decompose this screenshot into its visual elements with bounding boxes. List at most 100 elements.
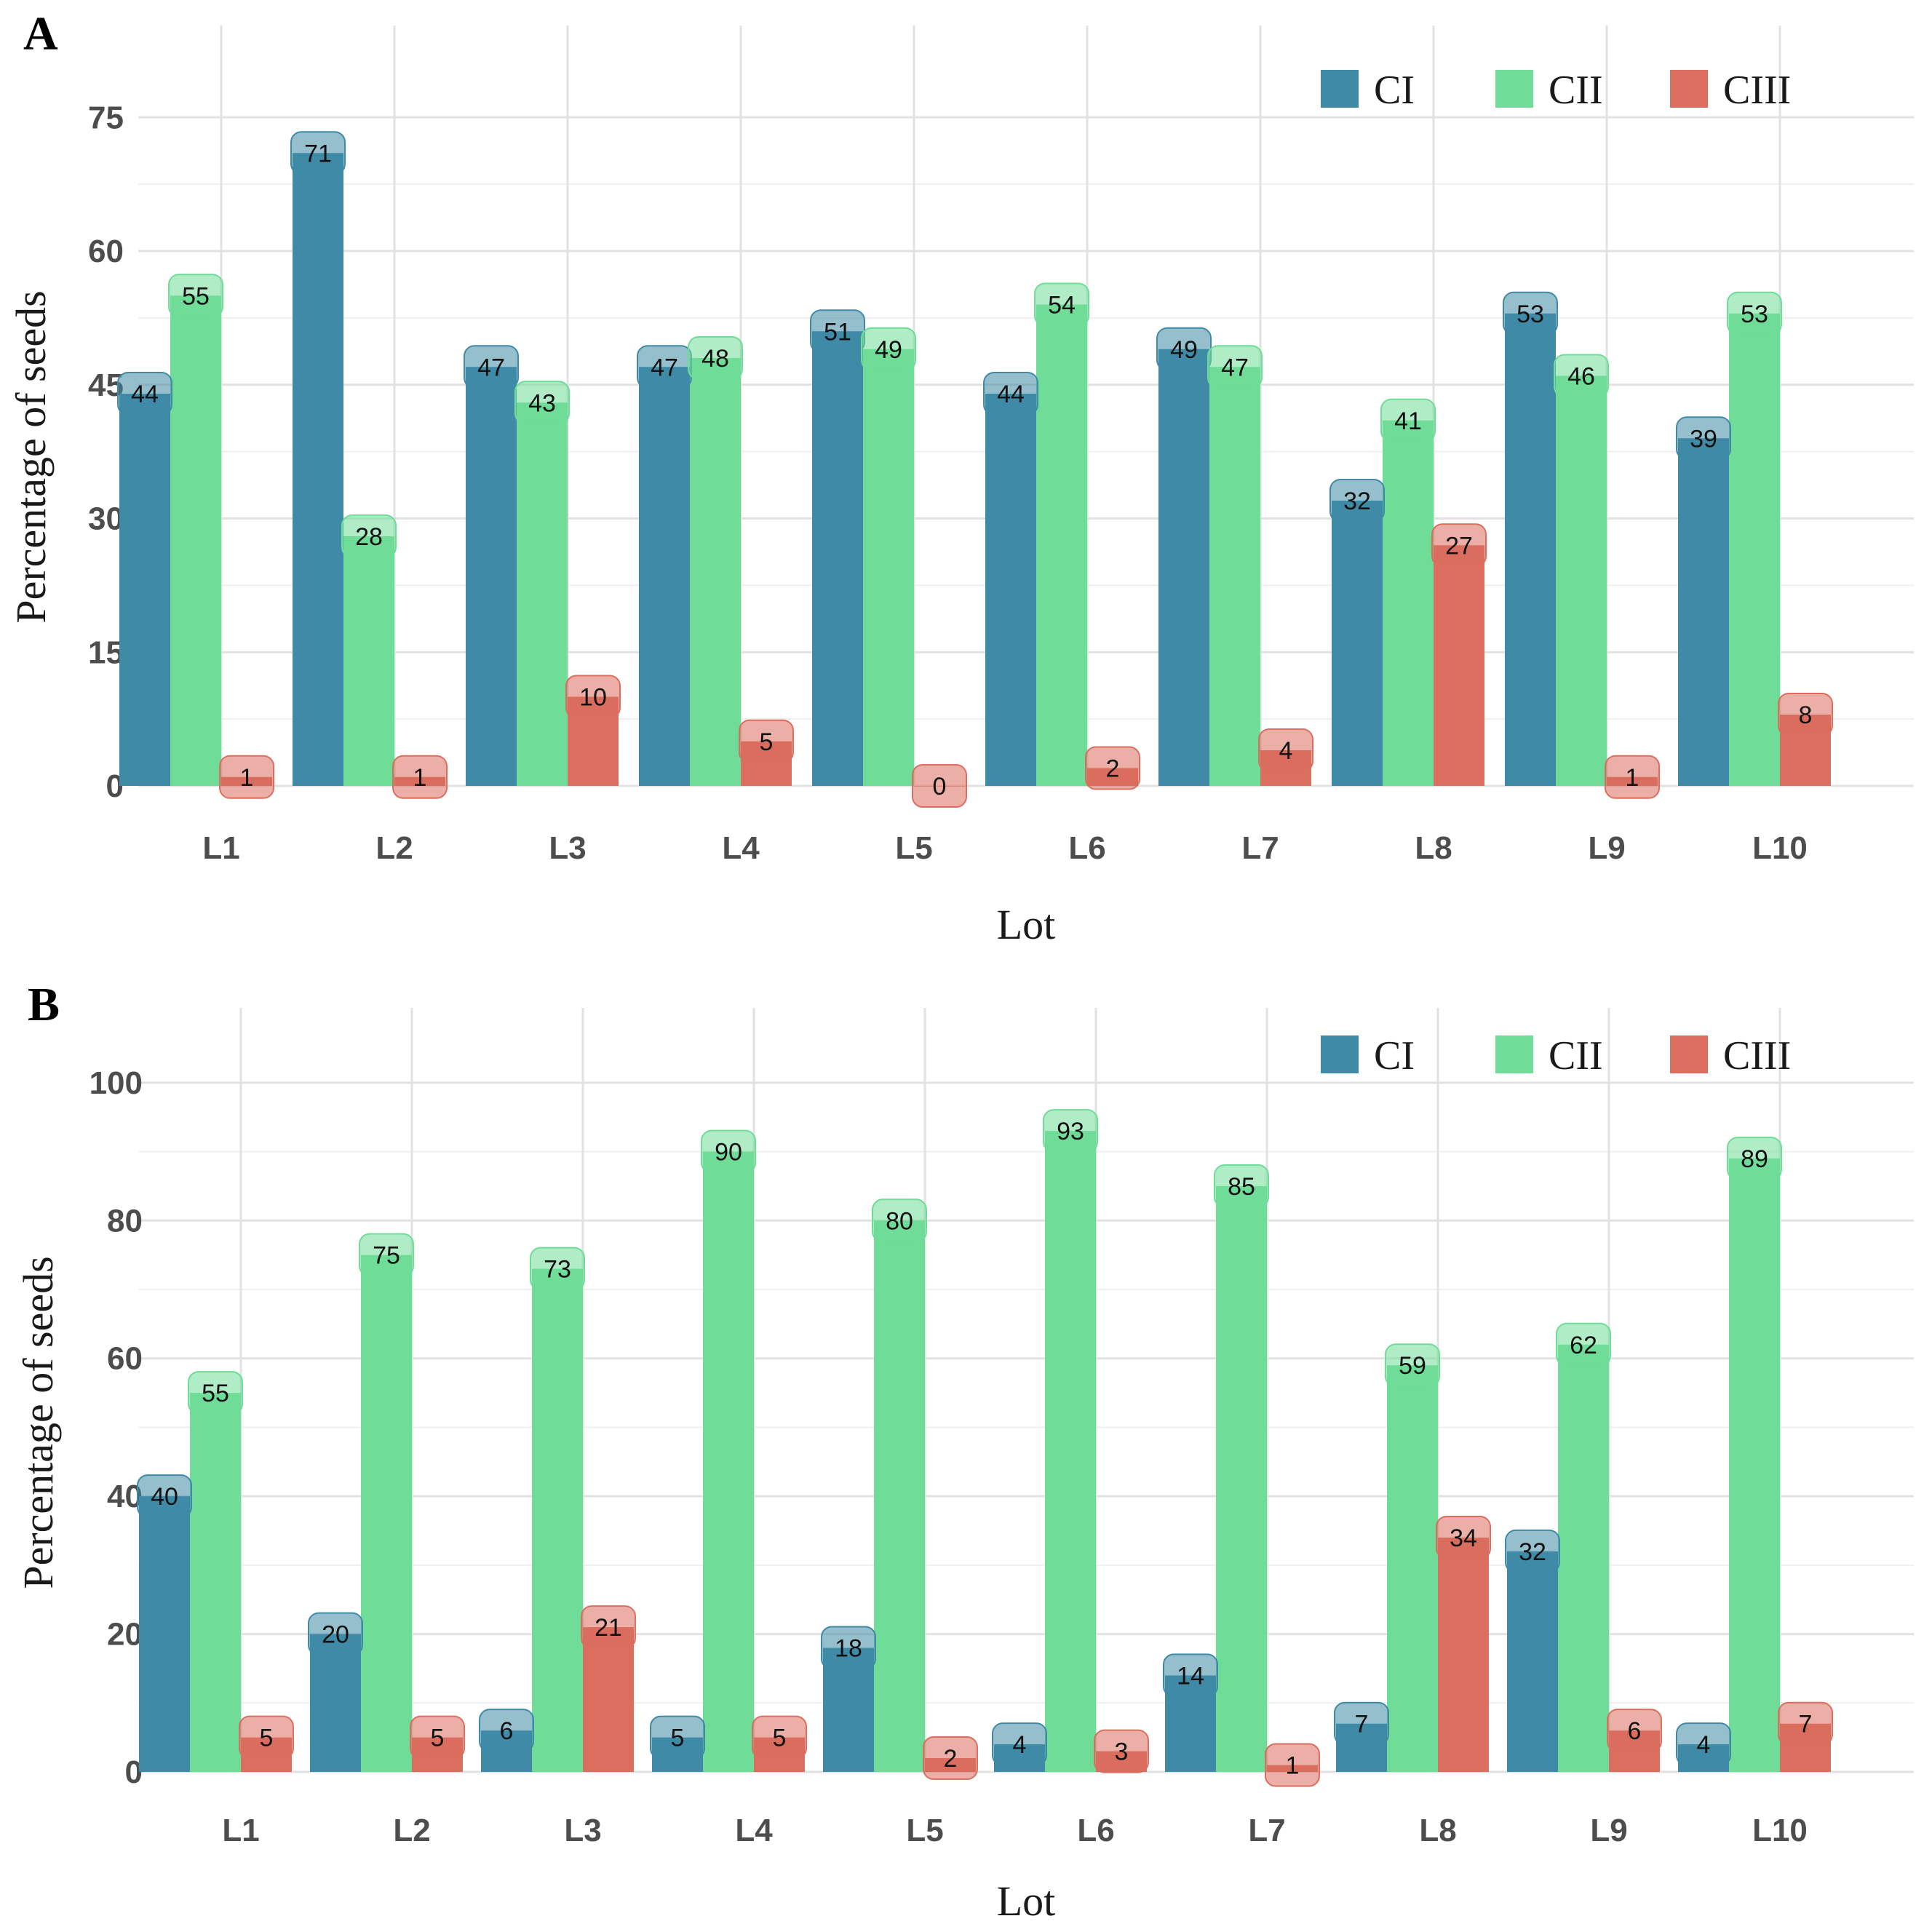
bar-ci [139,1496,190,1772]
bar-ci [812,331,863,786]
x-tick-label: L7 [1248,1813,1285,1848]
data-label: 4 [1279,737,1293,765]
data-label-box [1605,755,1660,799]
bar-cii [1387,1365,1438,1772]
data-label-box [479,1709,534,1753]
data-label: 73 [544,1256,571,1284]
legend-swatch-ci [1321,70,1359,108]
data-label-box [1554,354,1609,398]
x-tick-label: L3 [564,1813,601,1848]
data-label-box [168,274,223,318]
bar-cii [170,295,221,786]
x-tick-label: L8 [1415,830,1452,866]
x-tick-label: L10 [1752,830,1808,866]
bar-ciii [1438,1537,1489,1772]
x-tick-label: L8 [1419,1813,1456,1848]
data-label-box [239,1715,294,1760]
bar-cii [863,349,914,786]
data-label: 3 [1115,1738,1129,1766]
bar-cii [1045,1131,1096,1772]
bar-ci [1505,313,1556,786]
data-label: 39 [1690,425,1717,453]
data-label-box [1556,1322,1611,1367]
data-label: 59 [1399,1352,1426,1380]
data-label: 55 [182,282,210,310]
data-label: 8 [1799,701,1813,729]
bar-ci [466,367,517,786]
data-label-box [1385,1343,1440,1388]
data-label: 75 [373,1242,400,1270]
data-label-box [1431,523,1487,568]
data-label: 49 [875,336,902,364]
data-label: 47 [651,354,678,381]
x-tick-label: L9 [1590,1813,1627,1848]
data-label: 1 [413,764,427,792]
bar-ciii [1434,545,1484,786]
x-tick-label: L1 [222,1813,259,1848]
bar-ci [310,1634,361,1772]
x-tick-label: L6 [1077,1813,1114,1848]
bar-cii [1729,1158,1780,1772]
bar-ci [293,153,343,786]
y-tick-label: 80 [107,1203,143,1239]
x-tick-label: L3 [549,830,586,866]
data-label: 5 [773,1725,787,1752]
bar-ci [985,394,1036,786]
x-tick-label: L4 [735,1813,773,1848]
data-label-box [530,1247,585,1291]
data-label: 18 [835,1635,862,1663]
data-label: 49 [1170,336,1198,364]
y-tick-label: 60 [107,1341,143,1377]
data-label-box [581,1605,636,1650]
data-label-box [1676,416,1731,461]
data-label: 41 [1394,408,1422,435]
bar-cii [703,1151,754,1772]
data-label: 4 [1013,1731,1027,1759]
data-label: 4 [1697,1731,1711,1759]
data-label-box [650,1715,705,1760]
x-tick-label: L7 [1241,830,1279,866]
data-label: 5 [760,728,774,756]
bar-cii [361,1255,412,1772]
data-label-box [1380,398,1436,442]
bar-ci [1678,438,1729,786]
data-label: 51 [824,318,851,346]
data-label-box [1207,345,1263,389]
bar-cii [1556,375,1607,786]
legend-label: CIII [1723,1033,1791,1078]
data-label: 10 [579,684,607,712]
data-label-box [514,381,570,425]
y-tick-label: 100 [90,1065,143,1101]
y-tick-label: 20 [107,1617,143,1653]
bar-cii [1729,313,1780,786]
data-label: 34 [1450,1524,1477,1552]
data-label-box [752,1715,807,1760]
legend-label: CIII [1723,68,1791,113]
data-label-box [912,764,967,808]
bar-cii [690,358,741,786]
data-label-box [219,755,274,799]
y-tick-label: 30 [88,501,124,537]
data-label-box [983,372,1038,416]
x-tick-label: L5 [895,830,932,866]
legend-swatch-cii [1495,70,1533,108]
data-label-box [1727,1137,1782,1181]
data-label: 53 [1741,301,1768,328]
bar-cii [1036,304,1087,786]
data-label: 6 [1628,1717,1642,1745]
panel-label: B [28,978,60,1031]
data-label-box [1085,746,1140,790]
data-label: 1 [1286,1752,1300,1780]
bar-cii [874,1220,925,1772]
data-label: 44 [997,381,1025,408]
data-label-box [1436,1515,1491,1559]
bar-cii [190,1393,241,1772]
data-label-box [923,1736,978,1781]
bar-cii [1216,1185,1267,1772]
x-tick-label: L2 [375,830,413,866]
x-tick-label: L6 [1068,830,1105,866]
data-label: 28 [355,523,383,551]
data-label-box [1778,693,1833,736]
bar-cii [1383,420,1434,786]
x-tick-label: L4 [722,830,760,866]
